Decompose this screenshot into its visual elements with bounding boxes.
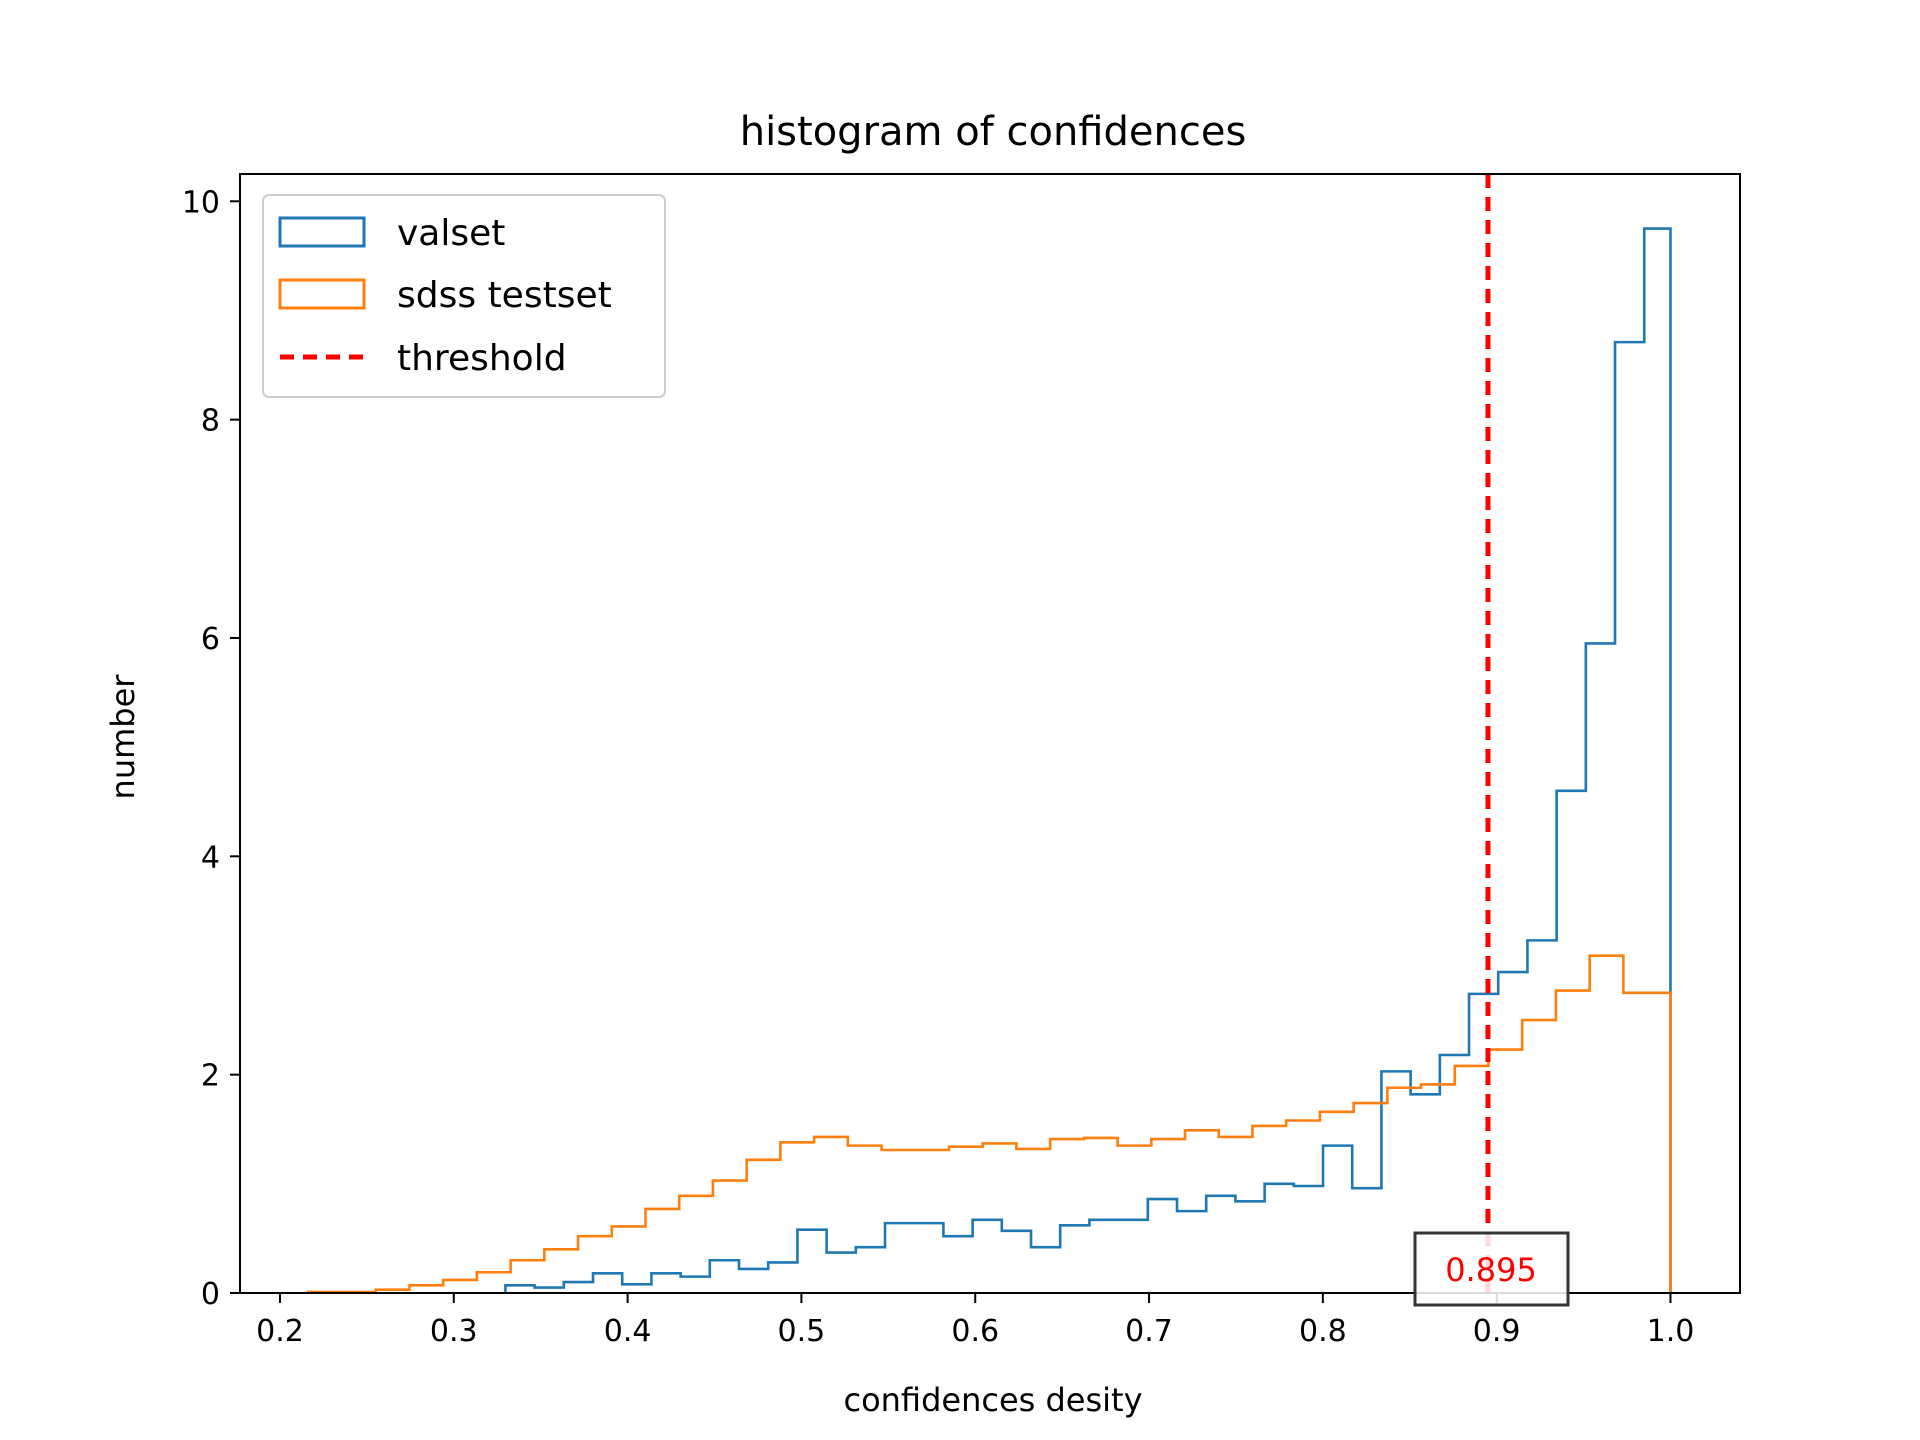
legend-label-valset: valset: [397, 213, 505, 254]
y-axis-label: number: [104, 674, 142, 800]
x-tick-label: 0.8: [1299, 1314, 1347, 1349]
y-tick-label: 8: [201, 404, 220, 439]
x-tick-label: 0.3: [430, 1314, 478, 1349]
y-tick-label: 2: [201, 1059, 220, 1094]
axes-frame: [239, 173, 1741, 1294]
legend-label-threshold: threshold: [397, 338, 567, 379]
y-axis: 0 2 4 6 8 10: [182, 185, 240, 1312]
x-tick-label: 1.0: [1647, 1314, 1695, 1349]
x-tick-label: 0.2: [256, 1314, 304, 1349]
histogram-series-valset: [504, 227, 1672, 1293]
legend: valset sdss testset threshold: [262, 194, 666, 398]
x-axis: 0.2 0.3 0.4 0.5 0.6 0.7 0.8 0.9 1.0: [256, 1293, 1694, 1349]
x-axis-label: confidences desity: [843, 1381, 1142, 1419]
y-tick-label: 6: [201, 622, 220, 657]
threshold-annotation-box: [1413, 1231, 1570, 1307]
x-tick-label: 0.4: [604, 1314, 652, 1349]
plot-area: [307, 174, 1672, 1294]
histogram-series-sdss-testset: [307, 954, 1672, 1294]
legend-label-sdss-testset: sdss testset: [397, 275, 612, 316]
x-tick-label: 0.5: [778, 1314, 826, 1349]
y-tick-label: 10: [182, 185, 220, 220]
y-tick-label: 4: [201, 840, 220, 875]
legend-swatch-valset: [278, 216, 366, 248]
x-tick-label: 0.7: [1125, 1314, 1173, 1349]
threshold-annotation-label: 0.895: [1445, 1251, 1537, 1289]
x-tick-label: 0.6: [951, 1314, 999, 1349]
legend-swatch-sdss-testset: [278, 278, 366, 310]
x-tick-label: 0.9: [1473, 1314, 1521, 1349]
chart-title: histogram of confidences: [740, 109, 1247, 155]
y-tick-label: 0: [201, 1277, 220, 1312]
threshold-annotation: 0.895: [1413, 1231, 1570, 1307]
